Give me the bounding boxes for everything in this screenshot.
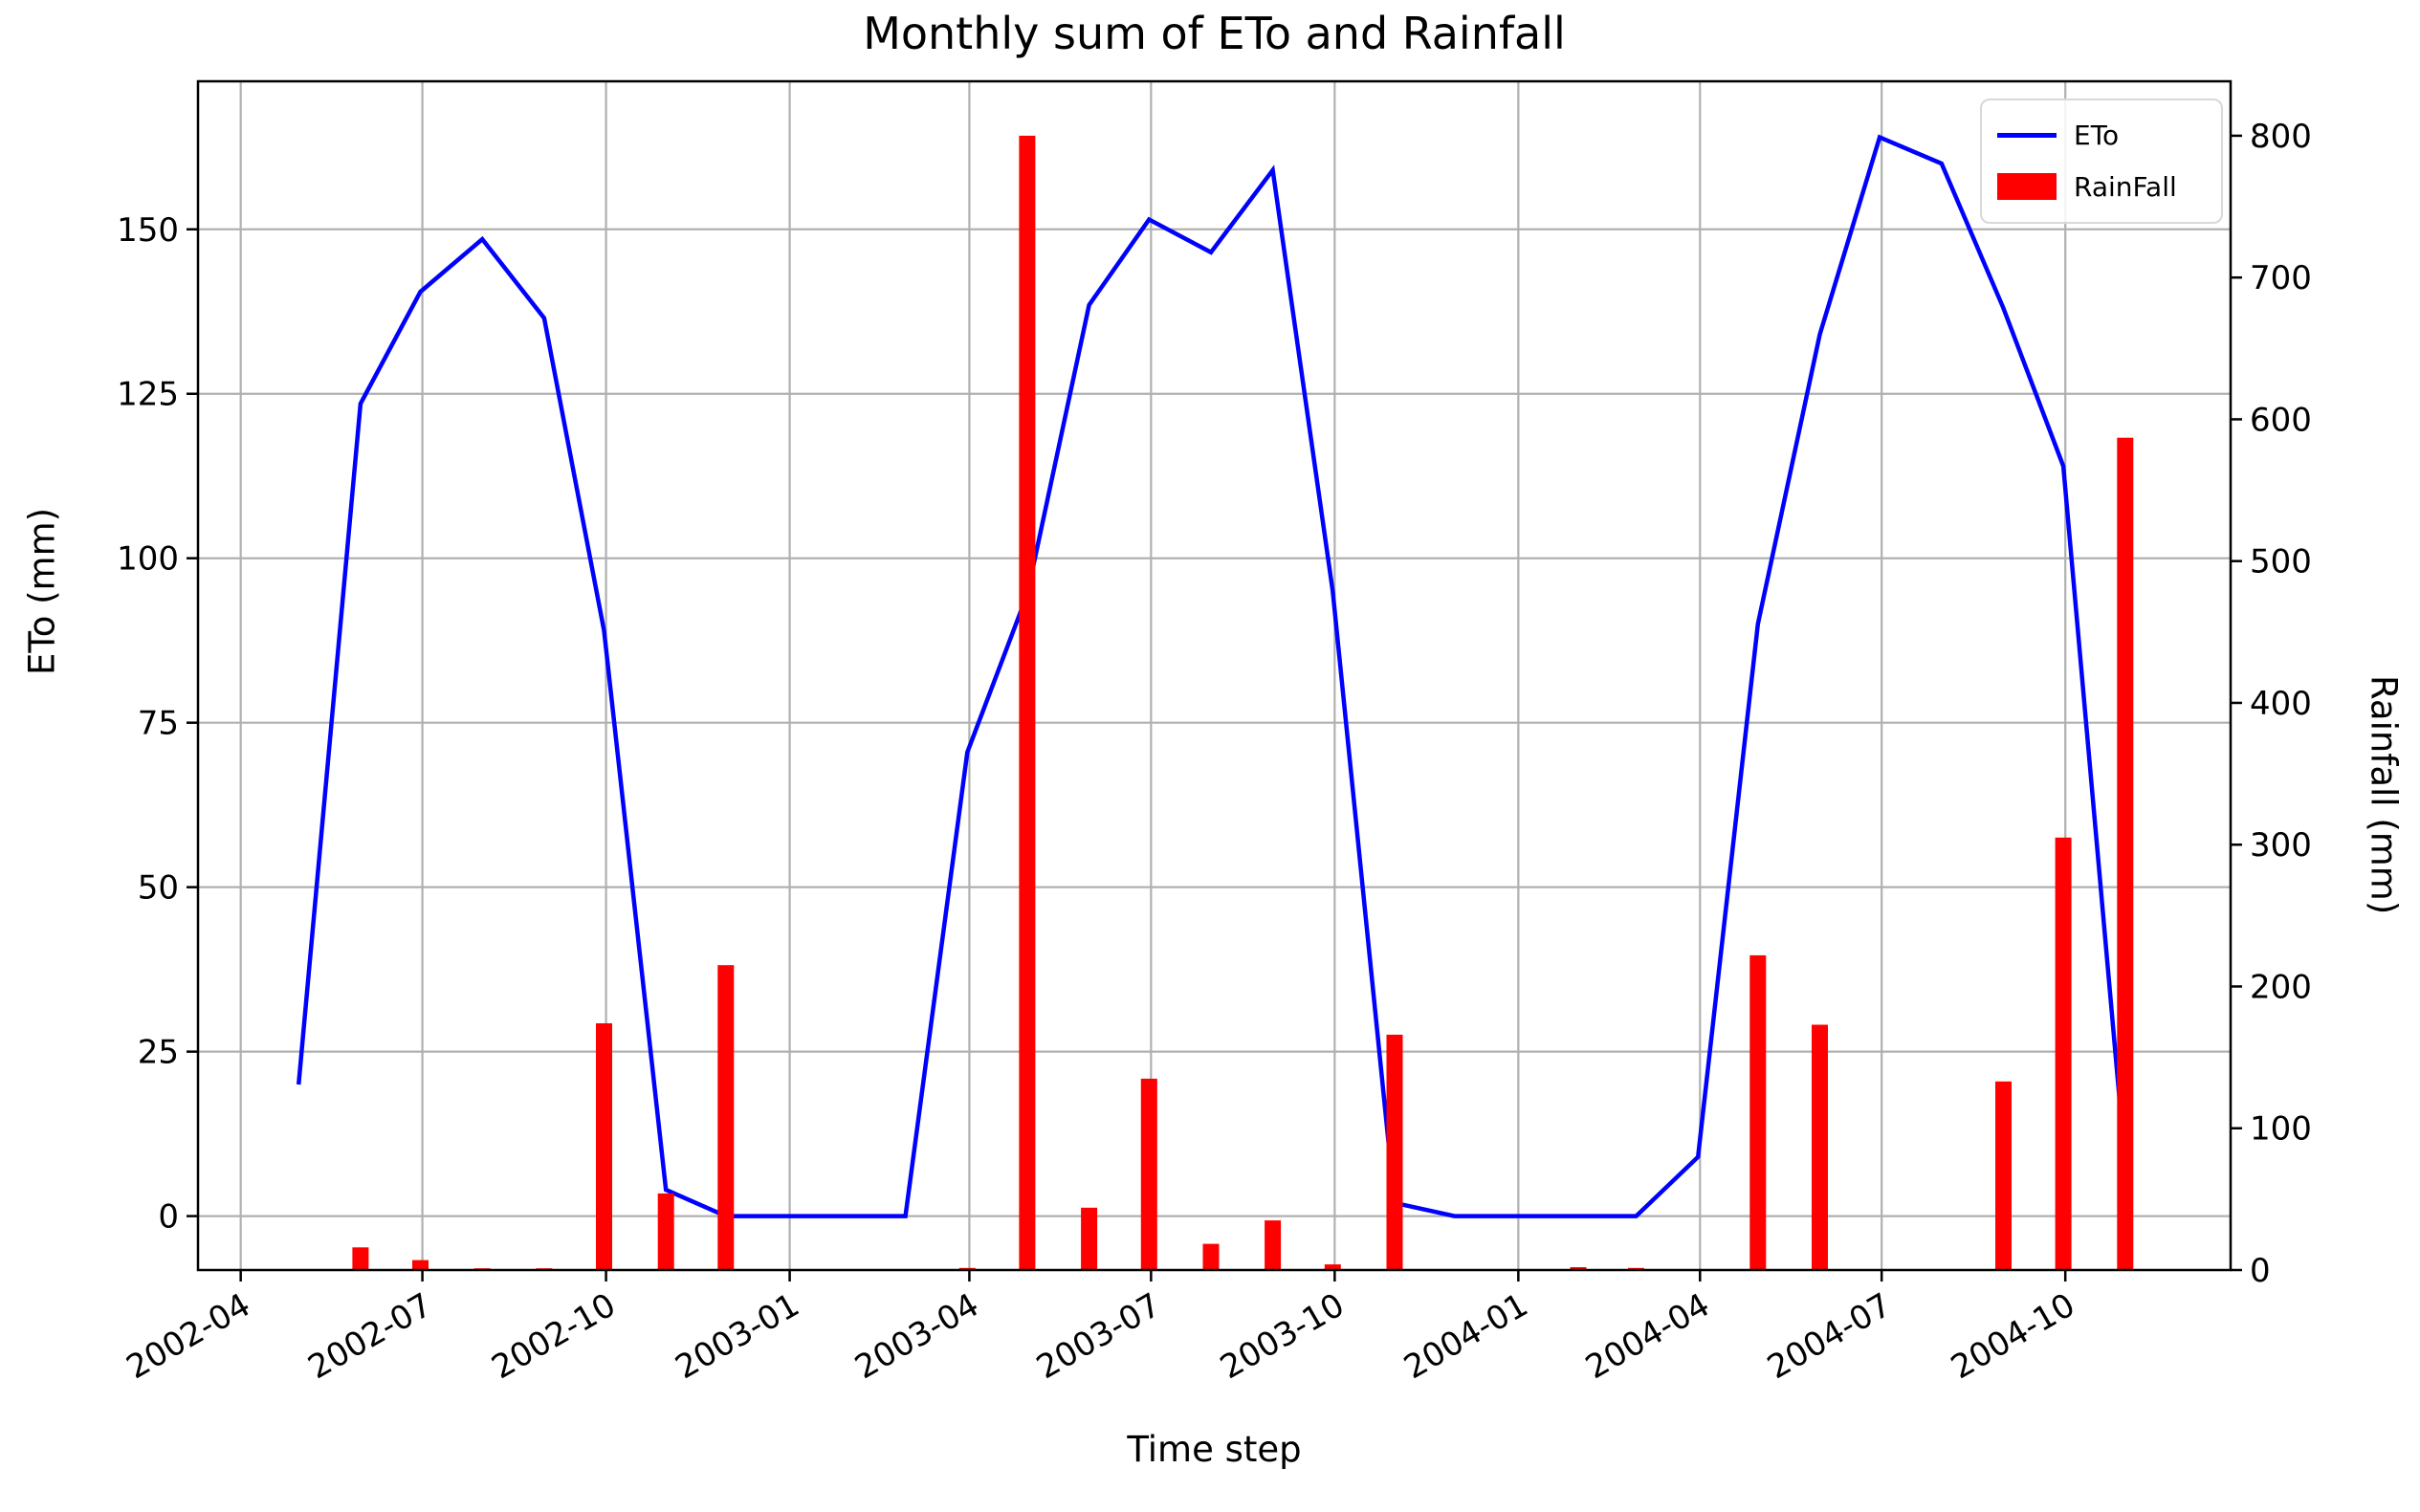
svg-text:100: 100 (117, 540, 179, 579)
chart-title: Monthly sum of ETo and Rainfall (863, 8, 1566, 59)
legend-label-eto: ETo (2074, 120, 2120, 152)
legend-label-rainfall: RainFall (2074, 170, 2177, 203)
svg-text:300: 300 (2250, 826, 2312, 865)
legend-entry-rainfall: RainFall (1982, 171, 2221, 203)
svg-text:500: 500 (2250, 543, 2312, 581)
svg-text:2003-01: 2003-01 (669, 1286, 805, 1388)
legend-entry-eto: ETo (1982, 120, 2221, 151)
svg-text:2003-10: 2003-10 (1214, 1286, 1351, 1388)
x-axis-label: Time step (1127, 1429, 1302, 1470)
svg-text:75: 75 (138, 705, 179, 743)
svg-text:100: 100 (2250, 1110, 2312, 1149)
svg-text:400: 400 (2250, 685, 2312, 723)
svg-text:125: 125 (117, 376, 179, 414)
svg-text:600: 600 (2250, 401, 2312, 439)
svg-text:800: 800 (2250, 118, 2312, 156)
svg-text:2002-10: 2002-10 (485, 1286, 622, 1388)
svg-text:150: 150 (117, 211, 179, 250)
svg-text:25: 25 (138, 1034, 179, 1072)
svg-text:2002-07: 2002-07 (301, 1286, 438, 1388)
svg-text:200: 200 (2250, 968, 2312, 1006)
svg-text:2004-01: 2004-01 (1397, 1286, 1534, 1388)
svg-text:0: 0 (158, 1198, 179, 1237)
svg-text:2004-07: 2004-07 (1761, 1286, 1898, 1388)
rainfall-bar-swatch (1997, 173, 2057, 201)
svg-text:2003-04: 2003-04 (848, 1286, 985, 1388)
legend: ETo RainFall (1980, 99, 2223, 224)
svg-text:2004-04: 2004-04 (1579, 1286, 1716, 1388)
svg-text:0: 0 (2250, 1252, 2271, 1290)
svg-text:50: 50 (138, 869, 179, 908)
svg-text:2002-04: 2002-04 (121, 1286, 257, 1388)
svg-text:700: 700 (2250, 259, 2312, 297)
eto-line-swatch (1997, 133, 2057, 139)
svg-text:2003-07: 2003-07 (1030, 1286, 1167, 1388)
svg-text:2004-10: 2004-10 (1945, 1286, 2081, 1388)
